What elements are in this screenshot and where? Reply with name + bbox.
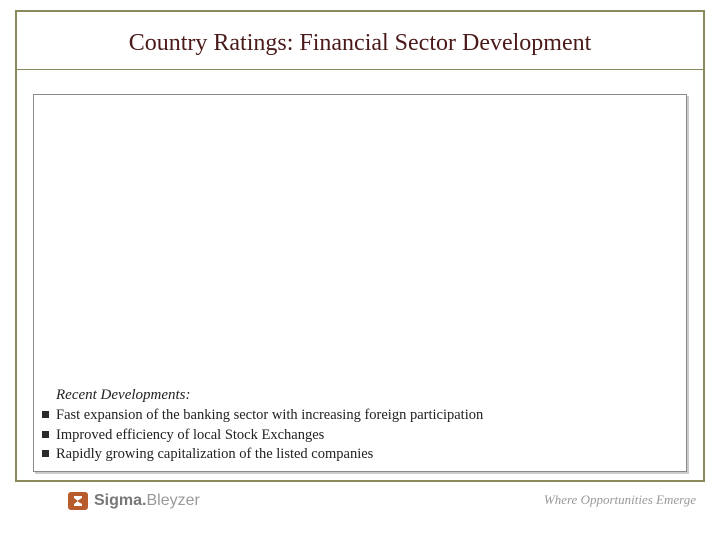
company-logo: Sigma.Bleyzer (68, 492, 200, 510)
list-item: Fast expansion of the banking sector wit… (42, 406, 678, 426)
developments-list: Fast expansion of the banking sector wit… (42, 406, 678, 465)
list-item: Rapidly growing capitalization of the li… (42, 445, 678, 465)
company-name-part2: Bleyzer (146, 492, 199, 509)
company-name: Sigma.Bleyzer (94, 492, 200, 510)
slide-frame: Country Ratings: Financial Sector Develo… (15, 10, 705, 482)
title-divider (17, 69, 703, 70)
sigma-icon (68, 492, 88, 510)
company-name-part1: Sigma (94, 492, 142, 509)
recent-developments-block: Recent Developments: Fast expansion of t… (42, 387, 678, 465)
slide-title: Country Ratings: Financial Sector Develo… (17, 12, 703, 69)
content-panel: Recent Developments: Fast expansion of t… (33, 94, 687, 472)
tagline-text: Where Opportunities Emerge (544, 492, 696, 508)
list-item: Improved efficiency of local Stock Excha… (42, 426, 678, 446)
developments-heading: Recent Developments: (42, 387, 678, 406)
